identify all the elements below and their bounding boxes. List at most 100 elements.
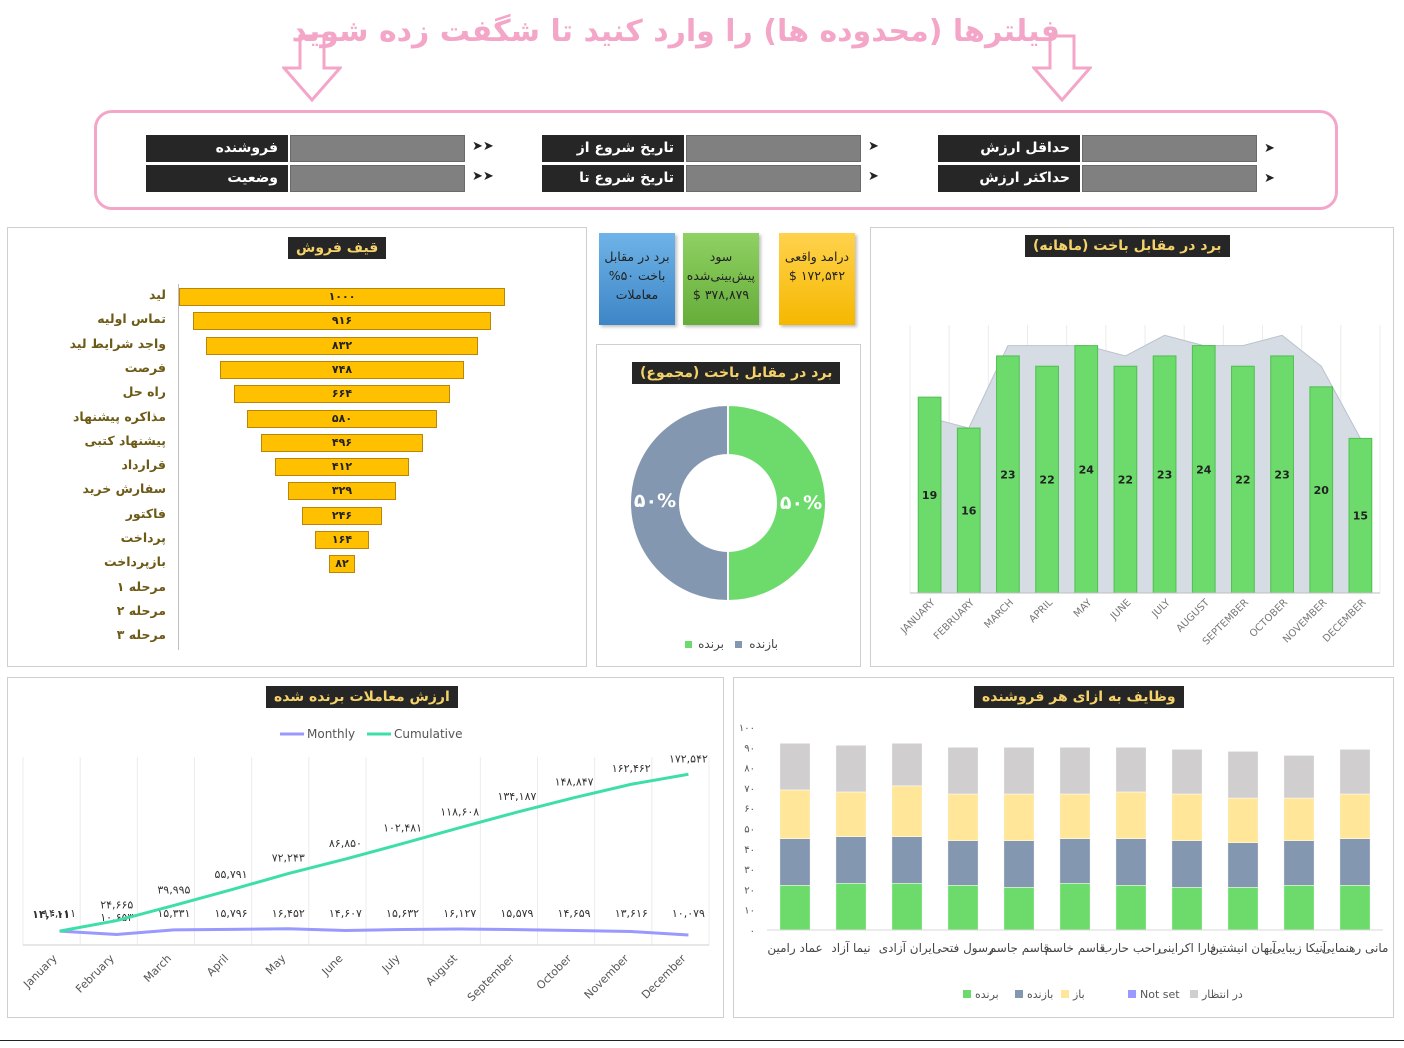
stack-segment bbox=[1003, 840, 1035, 888]
filter-min-value-input[interactable] bbox=[1082, 135, 1257, 162]
arrow-down-icon bbox=[282, 34, 342, 103]
stack-segment bbox=[779, 742, 811, 791]
data-label: ۱۴,۰۱۱ bbox=[43, 907, 76, 920]
filter-max-value-input[interactable] bbox=[1082, 165, 1257, 192]
monthly-bar-label: 20 bbox=[1314, 484, 1330, 497]
data-label: ۱۴,۶۰۷ bbox=[329, 907, 362, 920]
funnel-stage-label: واجد شرایط لید bbox=[69, 335, 166, 351]
filter-start-to-input[interactable] bbox=[686, 165, 861, 192]
legend-label: Not set bbox=[1140, 988, 1180, 1001]
funnel-bar: ۵۸۰ bbox=[247, 409, 437, 428]
y-tick-label: ۸۰ bbox=[744, 764, 755, 775]
funnel-stage-label: تماس اولیه bbox=[97, 311, 166, 327]
stack-segment bbox=[947, 747, 979, 795]
legend-cumulative-label: Cumulative bbox=[394, 727, 463, 741]
stack-segment bbox=[835, 745, 867, 793]
donut-loss-slice bbox=[629, 403, 729, 603]
month-tick-label: OCTOBER bbox=[1248, 597, 1290, 639]
funnel-bar: ۸۲ bbox=[328, 555, 356, 574]
stack-segment bbox=[1115, 885, 1147, 931]
seller-label: فارا اکراینی bbox=[1158, 941, 1216, 956]
funnel-stage-label: مرحله ۲ bbox=[116, 602, 166, 618]
data-label: ۱۵,۳۳۱ bbox=[157, 907, 190, 920]
stack-segment bbox=[1227, 887, 1259, 931]
legend-win-label: برنده bbox=[698, 637, 724, 652]
y-tick-label: ۵۰ bbox=[744, 825, 755, 836]
stack-segment bbox=[1171, 793, 1203, 841]
stack-segment bbox=[1283, 755, 1315, 799]
stack-segment bbox=[1059, 747, 1091, 795]
stack-segment bbox=[891, 883, 923, 931]
stack-segment bbox=[1339, 793, 1371, 839]
seller-label: آیهان انیشتین bbox=[1210, 940, 1277, 956]
stack-segment bbox=[1115, 791, 1147, 839]
month-tick-label: MAY bbox=[1072, 597, 1095, 620]
stack-segment bbox=[891, 742, 923, 787]
funnel-axis bbox=[178, 284, 179, 650]
data-label: ۱۰,۰۷۹ bbox=[672, 907, 705, 920]
month-tick-label: May bbox=[263, 952, 289, 978]
stack-segment bbox=[1171, 749, 1203, 795]
stack-segment bbox=[1171, 840, 1203, 888]
data-label: ۸۶,۸۵۰ bbox=[329, 837, 362, 850]
funnel-stage-label: مرحله ۱ bbox=[116, 578, 166, 594]
seller-label: قاسم جاسم bbox=[989, 941, 1049, 955]
won-value-title: ارزش معاملات برنده شده bbox=[266, 686, 458, 708]
stack-segment bbox=[947, 793, 979, 841]
stack-segment bbox=[1227, 797, 1259, 843]
seller-label: راحب حارب bbox=[1101, 941, 1162, 956]
stack-segment bbox=[1115, 747, 1147, 793]
funnel-stage-label: فرصت bbox=[124, 359, 166, 375]
filter-arrow-icon: ➤➤ bbox=[472, 169, 494, 184]
legend-monthly-label: Monthly bbox=[307, 727, 355, 741]
kpi-profit-text: سود پیش‌بینی‌شده ۳۷۸,۸۷۹ $ bbox=[686, 249, 755, 302]
stack-segment bbox=[835, 883, 867, 931]
filter-seller-input[interactable] bbox=[290, 135, 465, 162]
y-tick-label: ۲۰ bbox=[744, 885, 755, 896]
stack-segment bbox=[1059, 793, 1091, 839]
filter-status-input[interactable] bbox=[290, 165, 465, 192]
legend-swatch bbox=[1061, 990, 1069, 998]
data-label: ۱۱۸,۶۰۸ bbox=[440, 806, 479, 819]
y-tick-label: ۹۰ bbox=[744, 743, 755, 754]
funnel-bar: ۴۹۶ bbox=[261, 433, 423, 452]
monthly-bar-label: 16 bbox=[961, 505, 977, 518]
stack-segment bbox=[1283, 885, 1315, 931]
filter-start-from-label: تاریخ شروع از bbox=[542, 135, 684, 162]
stack-segment bbox=[1283, 840, 1315, 886]
funnel-stage-label: فاکتور bbox=[125, 505, 166, 521]
stack-segment bbox=[1227, 842, 1259, 888]
data-label: ۵۵,۷۹۱ bbox=[215, 868, 248, 881]
funnel-stage-label: قرارداد bbox=[121, 457, 166, 473]
y-tick-label: ۳۰ bbox=[744, 865, 755, 876]
funnel-stage-label: راه حل bbox=[122, 384, 166, 400]
data-label: ۱۰۲,۴۸۱ bbox=[383, 822, 422, 835]
data-label: ۱۵,۵۷۹ bbox=[500, 907, 533, 920]
month-tick-label: February bbox=[73, 952, 117, 996]
data-label: ۱۷۲,۵۴۲ bbox=[669, 752, 708, 765]
stack-segment bbox=[891, 836, 923, 884]
data-label: ۱۳۴,۱۸۷ bbox=[497, 790, 536, 803]
monthly-title: برد در مقابل باخت (ماهانه) bbox=[1025, 235, 1230, 257]
stack-segment bbox=[835, 836, 867, 884]
stack-segment bbox=[1059, 883, 1091, 931]
data-label: ۱۶,۱۲۷ bbox=[443, 907, 476, 920]
funnel-title: قیف فروش bbox=[288, 237, 387, 259]
filter-start-from-input[interactable] bbox=[686, 135, 861, 162]
monthly-bar-label: 24 bbox=[1196, 463, 1212, 476]
legend-loss-swatch bbox=[735, 641, 742, 648]
month-tick-label: AUGUST bbox=[1175, 597, 1213, 635]
filter-arrow-icon: ➤ bbox=[1264, 171, 1275, 186]
seller-label: ایران آزادی bbox=[879, 940, 935, 956]
data-label: ۱۳,۶۱۶ bbox=[615, 907, 648, 920]
data-label: ۳۹,۹۹۵ bbox=[157, 883, 190, 896]
funnel-bar: ۸۳۲ bbox=[206, 336, 478, 355]
stack-segment bbox=[835, 791, 867, 837]
stack-segment bbox=[947, 840, 979, 886]
legend-swatch bbox=[1190, 990, 1198, 998]
stack-segment bbox=[1283, 797, 1315, 841]
y-tick-label: ۰ bbox=[750, 926, 755, 937]
seller-label: قاسم خاسم bbox=[1045, 941, 1105, 955]
funnel-stage-label: مذاکره پیشنهاد bbox=[73, 408, 166, 424]
page-bottom-border bbox=[0, 1040, 1404, 1041]
